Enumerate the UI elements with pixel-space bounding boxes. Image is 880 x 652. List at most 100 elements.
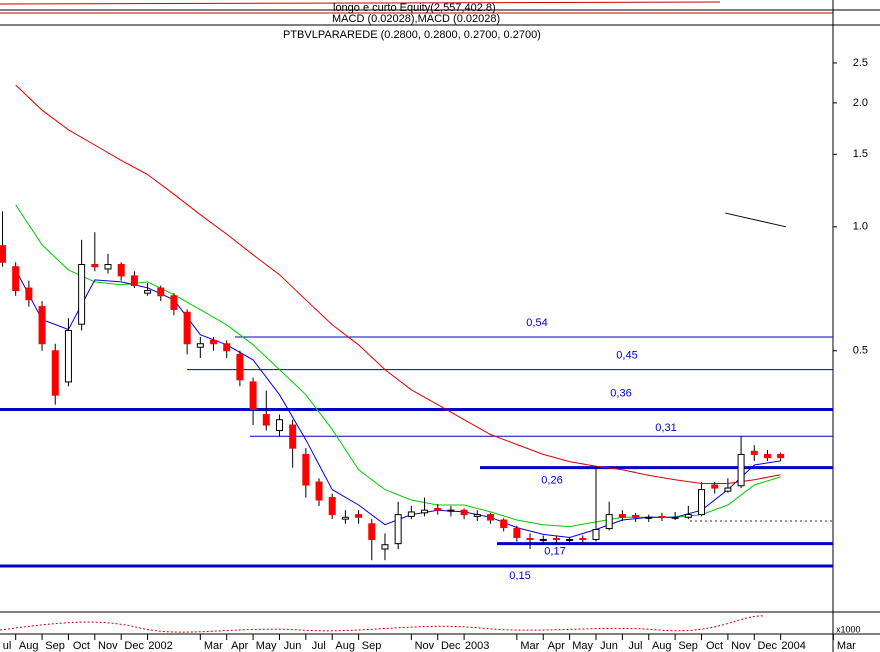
candle-body	[486, 514, 494, 521]
level-label: 0,15	[509, 570, 530, 582]
moving-average	[15, 84, 781, 484]
x-tick-label: Sep	[678, 640, 698, 652]
candle-body	[51, 350, 59, 396]
x-tick-label: Nov	[731, 640, 751, 652]
candle-body	[302, 453, 310, 486]
candle-body	[262, 414, 270, 426]
x-tick-label: May	[256, 640, 277, 652]
candle-body	[645, 516, 653, 519]
candle-body	[236, 353, 244, 381]
trendline	[725, 212, 787, 228]
candle-body	[117, 263, 125, 277]
x-tick-label: Dec	[124, 640, 144, 652]
candle-body	[737, 453, 745, 487]
candle-body	[368, 523, 376, 540]
x-tick-label: Jul	[312, 640, 326, 652]
x-tick-label: Sep	[45, 640, 65, 652]
candle-body	[711, 484, 719, 489]
level-label: 0,45	[616, 350, 637, 362]
candle-body	[210, 339, 218, 345]
candle-body	[671, 516, 679, 519]
candle-body	[249, 381, 257, 410]
x-tick-label: Mar	[204, 640, 223, 652]
candle-body	[328, 497, 336, 516]
candle-body	[539, 538, 547, 542]
y-tick-label: 2.5	[853, 57, 868, 69]
candle-body	[341, 516, 349, 520]
header-macd: MACD (0.02028),MACD (0.02028)	[332, 13, 500, 25]
candle-body	[157, 287, 165, 297]
candle-body	[552, 537, 560, 540]
candle-body	[579, 537, 587, 540]
x-tick-label: Dec	[441, 640, 461, 652]
level-label: 0,17	[544, 546, 565, 558]
candle-body	[64, 329, 72, 383]
header-equity: longo e curto Equity(2,557,402.8)	[333, 2, 496, 14]
candle-body	[12, 266, 20, 292]
level-label: 0,26	[541, 475, 562, 487]
header-price: PTBVLPARAREDE (0.2800, 0.2800, 0.2700, 0…	[283, 29, 541, 41]
x-tick-label: 2004	[781, 640, 805, 652]
x-tick-label: Apr	[548, 640, 565, 652]
candle-body	[618, 514, 626, 518]
y-tick-label: 1.5	[853, 148, 868, 160]
candle-body	[658, 515, 666, 518]
x-tick-label: Mar	[837, 640, 856, 652]
x-tick-label: Aug	[335, 640, 355, 652]
equity-line	[0, 1, 721, 5]
level-label: 0,31	[655, 422, 676, 434]
candle-body	[605, 514, 613, 530]
candle-body	[434, 507, 442, 511]
y-tick-label: 2.0	[853, 97, 868, 109]
candle-body	[223, 343, 231, 352]
candle-body	[170, 295, 178, 310]
candle-body	[684, 514, 692, 518]
candle-body	[355, 514, 363, 518]
candle-body	[104, 263, 112, 270]
x-tick-label: ul	[3, 640, 12, 652]
candle-body	[763, 453, 771, 459]
candle-body	[407, 511, 415, 517]
candle-body	[460, 509, 468, 516]
candle-body	[447, 509, 455, 512]
candle-body	[78, 263, 86, 325]
candle-body	[592, 529, 600, 540]
candle-body	[289, 424, 297, 449]
x-tick-label: Jul	[628, 640, 642, 652]
candle-body	[526, 537, 534, 540]
x-tick-label: 2003	[465, 640, 489, 652]
candle-body	[421, 509, 429, 514]
x-tick-label: May	[572, 640, 593, 652]
x-tick-label: 2002	[148, 640, 172, 652]
y-tick-label: 1.0	[853, 221, 868, 233]
x-tick-label: Sep	[362, 640, 382, 652]
candle-body	[381, 544, 389, 550]
x-tick-label: Oct	[706, 640, 723, 652]
level-label: 0,54	[526, 317, 547, 329]
candle-body	[394, 514, 402, 545]
x-tick-label: Oct	[73, 640, 90, 652]
y-tick-label: 0.5	[853, 345, 868, 357]
volume-unit: x1000	[836, 624, 861, 634]
candle-body	[632, 514, 640, 518]
candle-body	[513, 528, 521, 538]
candle-body	[130, 275, 138, 287]
x-tick-label: Mar	[520, 640, 539, 652]
candle-body	[315, 481, 323, 501]
x-tick-label: Aug	[652, 640, 672, 652]
candle-body	[183, 311, 191, 345]
x-tick-label: Aug	[19, 640, 39, 652]
candle-body	[698, 489, 706, 516]
x-tick-label: Jun	[600, 640, 618, 652]
x-tick-label: Nov	[98, 640, 118, 652]
candle-body	[275, 419, 283, 432]
candle-body	[724, 487, 732, 492]
candle-body	[144, 290, 152, 294]
candle-body	[777, 453, 785, 459]
candle-body	[196, 343, 204, 348]
x-tick-label: Nov	[415, 640, 435, 652]
candle-body	[0, 245, 6, 263]
candle-body	[500, 519, 508, 529]
